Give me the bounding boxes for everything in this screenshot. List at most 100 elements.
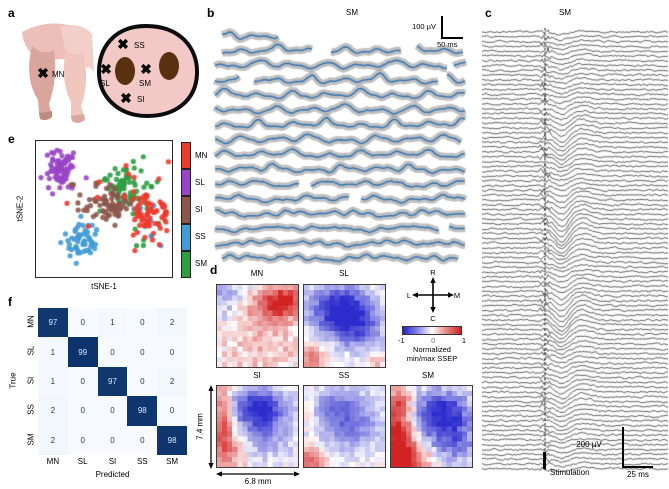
confusion-cell: 1 [38, 337, 68, 367]
heatmap-sl [303, 284, 386, 368]
heatmap-title-si: SI [253, 371, 261, 380]
confusion-cell: 0 [97, 425, 128, 455]
legend-label-sl: SL [195, 177, 205, 187]
confusion-cell: 0 [97, 396, 128, 426]
tsne-scatter-canvas [36, 141, 172, 277]
confusion-cell: 0 [97, 337, 128, 367]
legend-label-mn: MN [195, 150, 208, 160]
sl-marker-icon: ✖ [100, 61, 112, 77]
sl-label: SL [100, 79, 110, 88]
confusion-cell: 0 [127, 366, 158, 397]
confusion-cell: 97 [38, 308, 68, 338]
compass-lateral-label: L [407, 291, 411, 300]
confusion-cell: 1 [97, 308, 128, 338]
colorbar-label-line1: Normalized [413, 345, 451, 354]
confusion-row-label-mn: MN [26, 315, 36, 328]
legend-swatch-mn [181, 142, 191, 170]
panel-c-label: c [485, 6, 492, 20]
stimulation-tick [543, 452, 546, 469]
confusion-cell: 0 [157, 396, 187, 426]
confusion-cell: 0 [127, 337, 158, 367]
confusion-cell: 98 [157, 425, 187, 455]
spinal-cord-cross-section: ✖ SS ✖ SL ✖ SM ✖ SI [96, 23, 200, 119]
panel-e-label: e [8, 132, 15, 146]
confusion-row-label-ss: SS [26, 404, 36, 416]
si-marker-icon: ✖ [120, 90, 132, 106]
panel-c-title: SM [559, 8, 571, 17]
heatmap-title-mn: MN [250, 269, 264, 278]
confusion-row-label-si: SI [26, 376, 36, 385]
legend-swatch-sm [181, 250, 191, 278]
colorbar-mid-tick: 0 [431, 336, 436, 345]
ss-label: SS [134, 41, 145, 50]
confusion-col-label-sm: SM [166, 457, 179, 466]
confusion-cell: 0 [127, 308, 158, 338]
ss-marker-icon: ✖ [117, 36, 129, 52]
legend-swatch-ss [181, 223, 191, 251]
c-scale-voltage-label: 200 µV [576, 440, 602, 449]
heatmap-title-sm: SM [422, 371, 434, 380]
confusion-cell: 2 [157, 366, 187, 397]
confusion-row-label-sm: SM [26, 433, 36, 446]
legend-label-sm: SM [195, 259, 207, 269]
heatmap-si [216, 385, 299, 468]
ventral-horn-right [159, 52, 179, 80]
heatmap-mn [216, 284, 299, 368]
confusion-cell: 98 [127, 396, 158, 426]
confusion-cell: 2 [38, 425, 68, 455]
c-single-trials-canvas [482, 26, 668, 472]
confusion-cell: 0 [67, 425, 98, 455]
si-label: SI [137, 95, 145, 104]
colorbar-max-tick: 1 [461, 336, 466, 345]
confusion-col-label-si: SI [108, 457, 117, 466]
heatmap-ss [303, 385, 386, 468]
legend-label-ss: SS [195, 232, 206, 242]
b-ssep-grid-canvas [213, 26, 469, 268]
tsne-legend: MN SL SI SS SM [181, 142, 241, 278]
colorbar-min-tick: -1 [398, 336, 405, 345]
tsne-y-axis-label: tSNE-2 [15, 195, 25, 222]
ssep-colorbar [402, 326, 462, 335]
heatmap-title-sl: SL [339, 269, 349, 278]
orientation-compass-icon: R C L M [407, 268, 460, 322]
colorbar-label-line2: min/max SSEP [406, 354, 458, 363]
panel-d-label: d [210, 263, 218, 277]
confusion-cell: 0 [67, 308, 98, 338]
confusion-cell: 2 [157, 308, 187, 338]
legend-label-si: SI [195, 205, 203, 214]
c-scale-time-label: 25 ms [627, 470, 649, 479]
confusion-row-label-sl: SL [26, 346, 36, 356]
confusion-col-label-ss: SS [136, 457, 148, 466]
compass-caudal-label: C [430, 314, 436, 322]
cross-section-outline [96, 23, 200, 119]
confusion-cell: 0 [67, 366, 98, 397]
legend-swatch-sl [181, 169, 191, 197]
array-width-label: 6.8 mm [244, 477, 272, 486]
tsne-x-axis-label: tSNE-1 [91, 282, 117, 291]
panel-f-label: f [8, 295, 12, 309]
panel-a-label: a [8, 6, 15, 20]
confusion-cell: 2 [38, 396, 68, 426]
legend-swatch-si [181, 196, 191, 224]
confusion-cell: 99 [67, 337, 98, 367]
confusion-col-labels: MN SL SI SS SM [38, 457, 187, 466]
confusion-cell: 97 [97, 366, 128, 397]
confusion-cell: 0 [67, 396, 98, 426]
array-height-arrow [208, 385, 214, 469]
confusion-matrix: 97 0 1 0 2 1 99 0 0 0 1 0 97 0 2 2 0 0 98 0 2 0 0 0 98 [38, 308, 187, 455]
panel-b-title: SM [346, 8, 358, 17]
heatmap-title-ss: SS [338, 371, 350, 380]
confusion-cell: 0 [127, 425, 158, 455]
panel-b-label: b [207, 6, 215, 20]
pig-legs-illustration: ✖ MN [22, 23, 94, 123]
confusion-col-label-mn: MN [46, 457, 60, 466]
confusion-cell: 0 [157, 337, 187, 367]
sm-label: SM [139, 79, 151, 88]
c-scale-vertical-bar [622, 427, 625, 468]
confusion-cell: 1 [38, 366, 68, 397]
tsne-plot-box [35, 140, 173, 278]
c-scale-horizontal-bar [622, 466, 653, 469]
colorbar-ticks: -1 0 1 [398, 336, 466, 345]
confusion-col-label-sl: SL [77, 457, 88, 466]
